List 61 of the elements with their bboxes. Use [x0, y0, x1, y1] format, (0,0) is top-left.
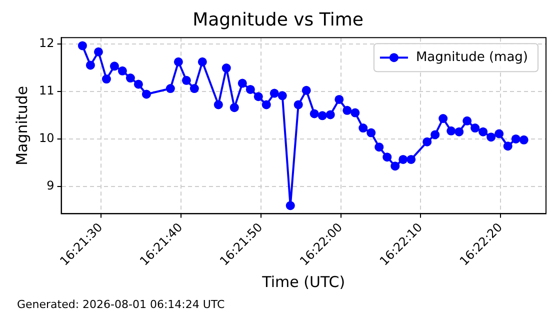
- point: [334, 94, 344, 104]
- point: [398, 154, 408, 164]
- point: [438, 114, 448, 124]
- point: [366, 128, 376, 138]
- x-axis-title: Time (UTC): [261, 272, 346, 291]
- point: [246, 84, 255, 94]
- point: [198, 57, 207, 66]
- point: [494, 129, 504, 138]
- point: [326, 110, 335, 120]
- point: [318, 111, 327, 120]
- point: [230, 103, 239, 112]
- point: [406, 154, 416, 164]
- text: Generated: 2026-08-01 06:14:24 UTC: [17, 298, 225, 311]
- point: [142, 90, 151, 99]
- point: [174, 57, 183, 66]
- point: [182, 76, 191, 85]
- point: [519, 135, 528, 144]
- point: [430, 130, 440, 140]
- point: [503, 142, 512, 151]
- chart-title: Magnitude vs Time: [192, 9, 364, 30]
- point: [286, 201, 295, 210]
- y-tick-label: 11: [38, 84, 54, 98]
- point: [166, 84, 175, 94]
- point: [511, 134, 520, 144]
- point: [254, 92, 263, 102]
- point: [422, 137, 432, 146]
- point: [294, 100, 303, 110]
- point: [486, 132, 496, 142]
- point: [222, 64, 231, 73]
- point: [470, 124, 480, 133]
- point: [102, 74, 111, 84]
- point: [126, 74, 135, 83]
- point: [350, 108, 360, 118]
- point: [478, 127, 488, 136]
- point: [374, 142, 384, 152]
- point: [214, 100, 223, 110]
- point: [86, 60, 95, 70]
- point: [358, 124, 368, 133]
- point: [110, 62, 119, 71]
- point: [94, 47, 103, 56]
- point: [390, 162, 400, 171]
- legend-label: Magnitude (mag): [416, 50, 528, 65]
- point: [262, 100, 271, 110]
- point: [278, 91, 287, 100]
- point: [342, 106, 352, 115]
- point: [190, 84, 199, 94]
- point: [270, 88, 279, 98]
- point: [310, 109, 319, 118]
- point: [238, 78, 247, 88]
- point: [462, 116, 472, 126]
- point: [382, 152, 392, 162]
- y-tick-label: 10: [38, 131, 54, 146]
- point: [118, 66, 127, 76]
- y-tick-label: 12: [38, 36, 54, 50]
- point: [454, 127, 464, 136]
- y-axis-title: Magnitude: [12, 86, 31, 166]
- point: [302, 86, 311, 95]
- point: [78, 41, 87, 50]
- point: [446, 126, 456, 136]
- point: [134, 80, 143, 89]
- y-tick-label: 9: [46, 178, 54, 193]
